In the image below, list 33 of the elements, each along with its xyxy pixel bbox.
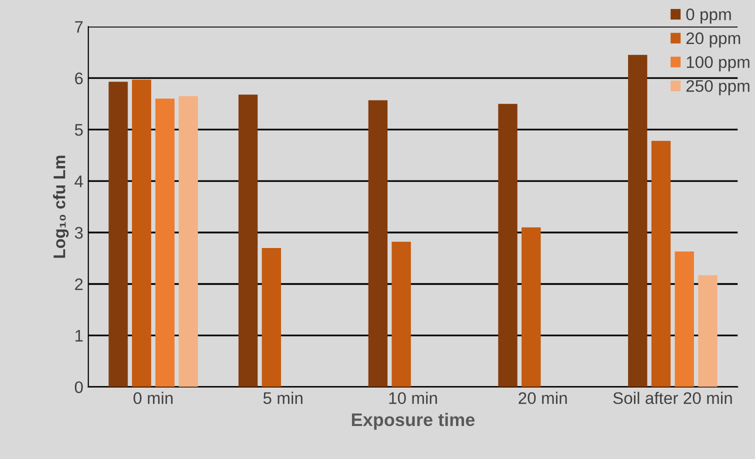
y-axis-title: Log₁₀ cfu Lm xyxy=(53,156,69,258)
bar xyxy=(178,96,198,387)
y-tick-label: 3 xyxy=(74,226,83,239)
x-tick-label: 20 min xyxy=(518,392,567,404)
bar xyxy=(238,94,258,387)
x-axis-title: Exposure time xyxy=(352,412,475,430)
bar xyxy=(368,100,388,387)
y-tick-label: 5 xyxy=(74,124,83,136)
bar xyxy=(392,242,411,387)
legend-label: 0 ppm xyxy=(686,8,731,24)
bar xyxy=(108,82,128,387)
y-tick-label: 1 xyxy=(75,330,83,342)
bar xyxy=(155,98,175,387)
x-tick-label: 5 min xyxy=(263,392,302,404)
x-tick-label: 0 min xyxy=(134,392,173,404)
legend-label: 250 ppm xyxy=(686,80,750,96)
bar xyxy=(628,54,648,387)
bar xyxy=(498,104,518,387)
y-tick-label: 6 xyxy=(75,72,83,84)
y-tick-label: 0 xyxy=(74,381,83,394)
bar xyxy=(132,80,152,387)
bar xyxy=(262,248,282,387)
x-tick-label: 10 min xyxy=(389,392,437,404)
legend-label: 20 ppm xyxy=(686,32,740,48)
bar xyxy=(651,140,671,387)
y-tick-label: 2 xyxy=(75,278,83,290)
y-tick-label: 7 xyxy=(75,21,83,33)
x-tick-label: Soil after 20 min xyxy=(613,392,732,404)
bar xyxy=(698,275,718,387)
legend-label: 100 ppm xyxy=(686,56,750,72)
bar xyxy=(674,252,694,387)
y-tick-label: 4 xyxy=(74,176,83,188)
bar xyxy=(522,227,541,387)
